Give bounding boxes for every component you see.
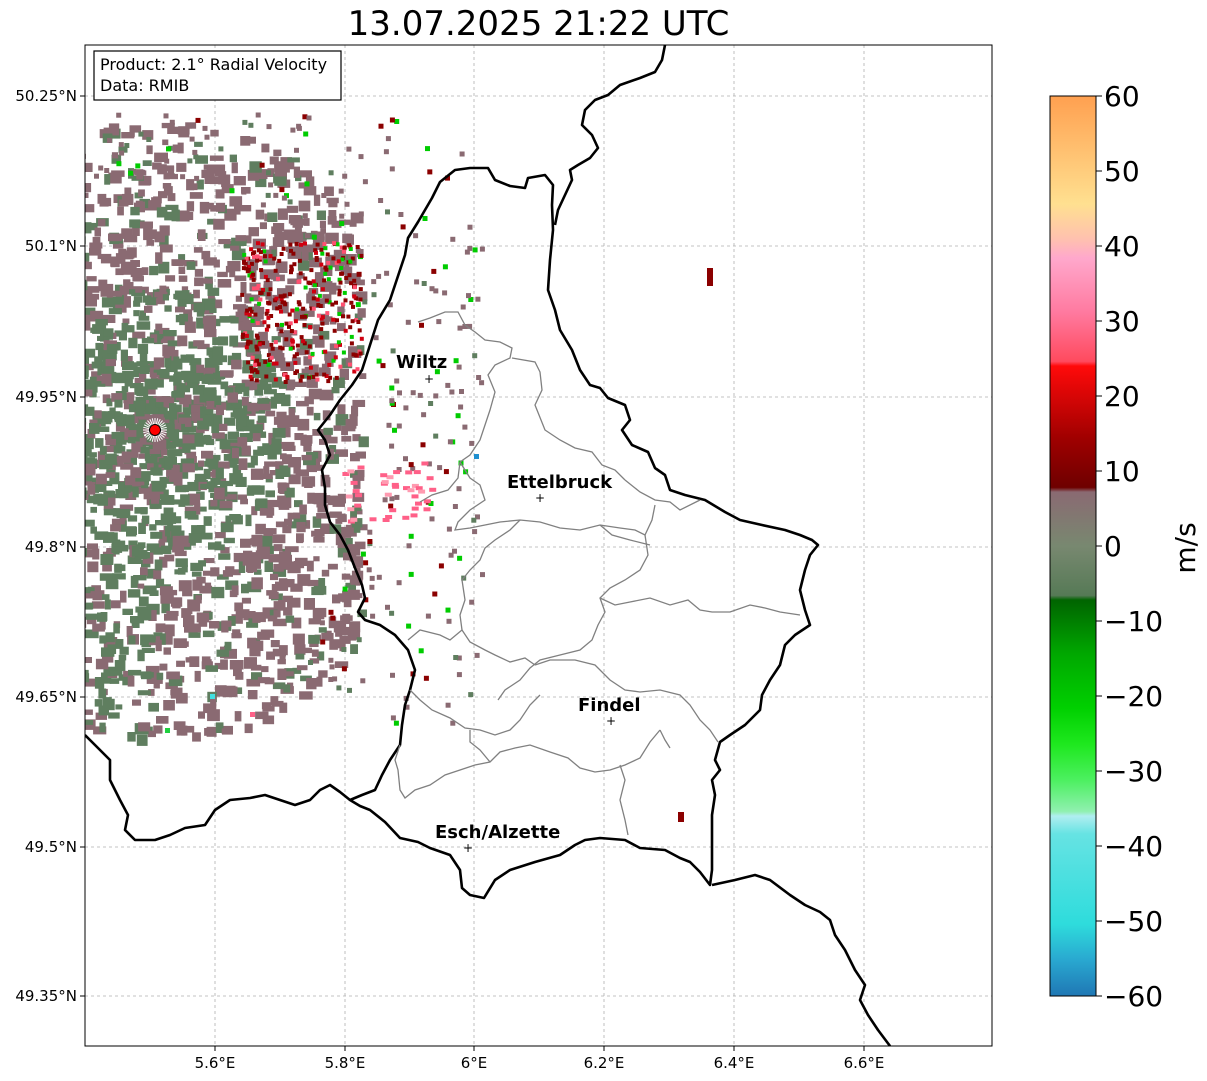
canton-boundaries [394,311,801,836]
city-label-ettelbruck: Ettelbruck [507,472,613,493]
colorbar-tick-label: 50 [1104,155,1140,188]
colorbar-tick-label: −40 [1104,830,1163,863]
x-axis: 5.6°E 5.8°E 6°E 6.2°E 6.4°E 6.6°E [195,1046,885,1072]
colorbar-scale [1049,95,1097,997]
city-ettelbruck: Ettelbruck + [507,472,613,505]
radar-site-marker [149,424,161,436]
y-tick-label: 49.95°N [15,388,77,406]
colorbar-tick-label: 30 [1104,305,1140,338]
city-wiltz: Wiltz + [396,352,447,386]
info-data-source: Data: RMIB [100,76,189,95]
city-esch-alzette: Esch/Alzette + [435,822,560,855]
map-title: 13.07.2025 21:22 UTC [347,4,730,44]
x-tick-label: 5.6°E [195,1054,236,1072]
x-tick-label: 6.4°E [714,1054,755,1072]
city-markers: Wiltz + Ettelbruck + Findel + Esch/Alzet… [396,352,641,855]
country-borders [85,45,892,1046]
city-findel: Findel + [578,695,641,728]
x-tick-label: 6.2°E [584,1054,625,1072]
colorbar-tick-label: 60 [1104,80,1140,113]
city-marker-ettelbruck: + [535,491,545,505]
info-product: Product: 2.1° Radial Velocity [100,55,327,74]
colorbar-tick-label: 40 [1104,230,1140,263]
colorbar-tick-label: −10 [1104,605,1163,638]
plot-frame [84,44,993,1047]
city-marker-findel: + [606,714,616,728]
colorbar-tick-label: −60 [1104,980,1163,1013]
y-tick-label: 50.1°N [25,237,77,255]
y-tick-label: 49.65°N [15,688,77,706]
y-tick-label: 49.35°N [15,987,77,1005]
y-tick-label: 49.5°N [25,838,77,856]
colorbar-tick-label: −50 [1104,905,1163,938]
colorbar-unit-label: m/s [1169,522,1202,573]
france-border [85,734,351,842]
city-label-findel: Findel [578,695,641,716]
colorbar-tick-label: 20 [1104,380,1140,413]
x-tick-label: 5.8°E [325,1054,366,1072]
colorbar-tick-label: −20 [1104,680,1163,713]
colorbar-tick-label: −30 [1104,755,1163,788]
x-tick-label: 6.6°E [844,1054,885,1072]
y-tick-label: 50.25°N [15,87,77,105]
y-tick-label: 49.8°N [25,538,77,556]
info-box: Product: 2.1° Radial Velocity Data: RMIB [93,50,342,101]
x-tick-label: 6°E [461,1054,488,1072]
city-marker-wiltz: + [424,372,434,386]
colorbar-tick-label: 10 [1104,455,1140,488]
city-label-esch-alzette: Esch/Alzette [435,822,560,843]
germany-belgium-border [553,45,892,1046]
colorbar-tick-label: 0 [1104,530,1122,563]
y-axis: 50.25°N 50.1°N 49.95°N 49.8°N 49.65°N 49… [15,87,85,1005]
colorbar: 60 50 40 30 20 10 0 −10 −20 −30 −40 −50 −60 m/s [1049,80,1202,1013]
city-marker-esch-alzette: + [463,841,473,855]
city-label-wiltz: Wiltz [396,352,447,373]
luxembourg-border [316,166,820,900]
